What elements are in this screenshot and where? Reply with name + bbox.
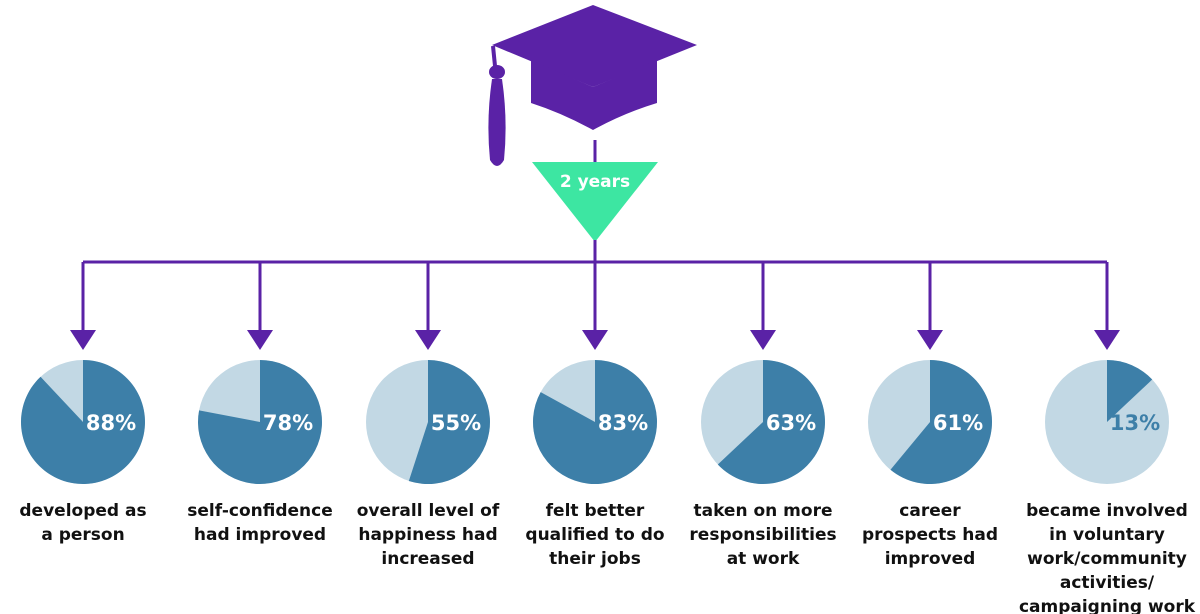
pie-chart: 88%: [20, 360, 145, 484]
pie-value-label: 63%: [766, 411, 816, 435]
arrow-head: [70, 330, 96, 350]
tassel-knot: [489, 65, 505, 79]
duration-badge: 2 years: [532, 162, 658, 242]
category-label-line: developed as: [19, 501, 146, 521]
pie-row: 88% 78% 55% 83% 63% 61% 13%: [20, 360, 1169, 484]
duration-label: 2 years: [560, 172, 630, 192]
pie-value-label: 88%: [86, 411, 136, 435]
cap-board: [492, 5, 697, 87]
cap-crown: [531, 60, 657, 130]
pie-slice: [408, 360, 490, 484]
pie-value-label: 61%: [933, 411, 983, 435]
category-label: developed as a person: [19, 501, 146, 545]
pie-chart: 61%: [868, 360, 993, 484]
category-label-line: prospects had: [862, 525, 998, 545]
category-label-line: had improved: [194, 525, 326, 545]
category-label-line: improved: [885, 549, 976, 569]
category-label-line: became involved: [1026, 501, 1188, 521]
category-labels: developed as a person self-confidence had i…: [19, 501, 1195, 614]
arrow-head: [247, 330, 273, 350]
pie-chart: 78%: [198, 360, 323, 484]
category-label: taken on more responsibilities at work: [689, 501, 836, 569]
category-label-line: activities/: [1060, 573, 1155, 593]
category-label-line: in voluntary: [1049, 525, 1165, 545]
arrow-head: [750, 330, 776, 350]
category-label-line: responsibilities: [689, 525, 836, 545]
category-label-line: increased: [381, 549, 474, 569]
category-label-line: self-confidence: [187, 501, 333, 521]
pie-value-label: 55%: [431, 411, 481, 435]
pie-value-label: 78%: [263, 411, 313, 435]
pie-slice: [198, 360, 323, 484]
cap-cord: [491, 45, 497, 67]
pie-chart: 55%: [366, 360, 490, 484]
tassel: [488, 79, 506, 166]
pie-slice: [533, 360, 658, 484]
category-label-line: felt better: [546, 501, 645, 521]
category-label-line: their jobs: [549, 549, 641, 569]
category-label-line: at work: [727, 549, 800, 569]
pie-value-label: 13%: [1110, 411, 1160, 435]
duration-badge-triangle: [532, 162, 658, 242]
connector-tree: [70, 240, 1120, 350]
graduation-cap-icon: [488, 5, 697, 166]
pie-slice: [20, 360, 145, 484]
category-label-line: qualified to do: [525, 525, 664, 545]
category-label: felt better qualified to do their jobs: [525, 501, 664, 569]
category-label-line: campaigning work: [1019, 597, 1196, 614]
pie-value-label: 83%: [598, 411, 648, 435]
arrow-head: [1094, 330, 1120, 350]
category-label: self-confidence had improved: [187, 501, 333, 545]
category-label-line: a person: [41, 525, 124, 545]
pie-slice: [890, 360, 993, 484]
pie-slice: [717, 360, 825, 484]
pie-slice: [1107, 360, 1153, 422]
arrow-head: [415, 330, 441, 350]
category-label-line: taken on more: [693, 501, 832, 521]
category-label-line: overall level of: [357, 501, 500, 521]
pie-chart: 83%: [533, 360, 658, 484]
category-label: became involved in voluntary work/communit…: [1019, 501, 1196, 614]
category-label-line: career: [899, 501, 961, 521]
category-label: overall level of happiness had increased: [357, 501, 500, 569]
category-label-line: work/community: [1027, 549, 1187, 569]
arrow-head: [582, 330, 608, 350]
category-label-line: happiness had: [358, 525, 497, 545]
category-label: career prospects had improved: [862, 501, 998, 569]
arrow-head: [917, 330, 943, 350]
pie-chart: 63%: [701, 360, 825, 484]
pie-chart: 13%: [1045, 360, 1169, 484]
